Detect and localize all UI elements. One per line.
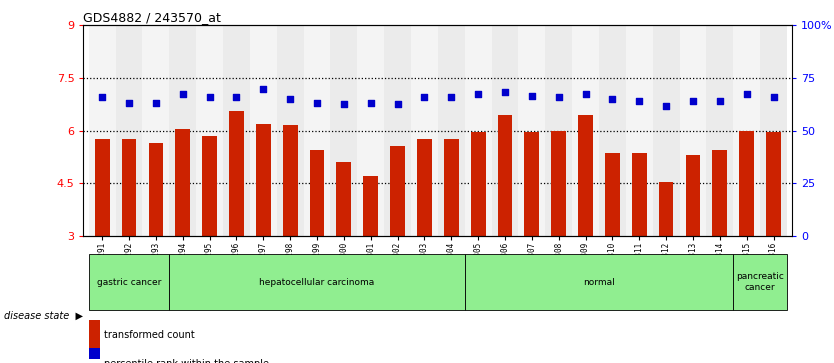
Text: percentile rank within the sample: percentile rank within the sample [103, 359, 269, 363]
Point [203, 94, 216, 100]
Bar [364, 176, 378, 236]
Bar [659, 182, 674, 236]
Bar [283, 126, 298, 236]
Point [391, 102, 404, 107]
Bar [143, 25, 169, 236]
Bar [470, 132, 485, 236]
Point [96, 94, 109, 100]
Bar [88, 25, 116, 236]
Bar [122, 139, 137, 236]
Bar [384, 25, 411, 236]
Bar [519, 25, 545, 236]
Bar [169, 25, 196, 236]
Text: hepatocellular carcinoma: hepatocellular carcinoma [259, 278, 374, 286]
Bar [686, 155, 701, 236]
Bar [491, 25, 519, 236]
Point [257, 86, 270, 91]
Point [149, 100, 163, 106]
Bar [760, 25, 787, 236]
Bar [88, 348, 99, 363]
Point [284, 96, 297, 102]
Bar [465, 25, 491, 236]
Point [418, 94, 431, 100]
Text: pancreatic
cancer: pancreatic cancer [736, 272, 784, 292]
Point [525, 93, 539, 98]
Bar [304, 25, 330, 236]
Text: GDS4882 / 243570_at: GDS4882 / 243570_at [83, 11, 221, 24]
Bar [733, 25, 760, 236]
Bar [545, 25, 572, 236]
Bar [196, 25, 223, 236]
Bar [417, 139, 432, 236]
Bar [336, 162, 351, 236]
Point [176, 91, 189, 97]
Point [552, 94, 565, 100]
Bar [250, 25, 277, 236]
Bar [202, 136, 217, 236]
Point [632, 98, 646, 104]
Point [123, 100, 136, 106]
Bar [357, 25, 384, 236]
Point [605, 96, 619, 102]
Bar [256, 124, 271, 236]
Bar [223, 25, 250, 236]
Bar [169, 254, 465, 310]
Bar [739, 131, 754, 236]
Bar [599, 25, 626, 236]
Point [337, 102, 350, 107]
Text: disease state  ▶: disease state ▶ [4, 311, 83, 321]
Bar [438, 25, 465, 236]
Point [310, 100, 324, 106]
Bar [411, 25, 438, 236]
Bar [444, 139, 459, 236]
Bar [330, 25, 357, 236]
Bar [465, 254, 733, 310]
Point [471, 91, 485, 97]
Bar [95, 139, 109, 236]
Bar [572, 25, 599, 236]
Bar [277, 25, 304, 236]
Bar [116, 25, 143, 236]
Point [713, 98, 726, 104]
Bar [309, 150, 324, 236]
Bar [733, 254, 787, 310]
Bar [525, 132, 540, 236]
Text: normal: normal [583, 278, 615, 286]
Point [498, 89, 511, 95]
Point [686, 98, 700, 104]
Point [579, 91, 592, 97]
Point [766, 94, 780, 100]
Point [364, 100, 378, 106]
Bar [578, 115, 593, 236]
Bar [88, 320, 99, 351]
Bar [390, 147, 405, 236]
Point [230, 94, 244, 100]
Bar [498, 115, 512, 236]
Bar [632, 154, 646, 236]
Bar [88, 254, 169, 310]
Bar [653, 25, 680, 236]
Bar [766, 132, 781, 236]
Text: transformed count: transformed count [103, 330, 194, 340]
Bar [175, 129, 190, 236]
Bar [229, 111, 244, 236]
Point [660, 103, 673, 109]
Bar [551, 131, 566, 236]
Point [445, 94, 458, 100]
Bar [148, 143, 163, 236]
Bar [680, 25, 706, 236]
Point [740, 91, 753, 97]
Bar [712, 150, 727, 236]
Text: gastric cancer: gastric cancer [97, 278, 161, 286]
Bar [605, 154, 620, 236]
Bar [626, 25, 653, 236]
Bar [706, 25, 733, 236]
